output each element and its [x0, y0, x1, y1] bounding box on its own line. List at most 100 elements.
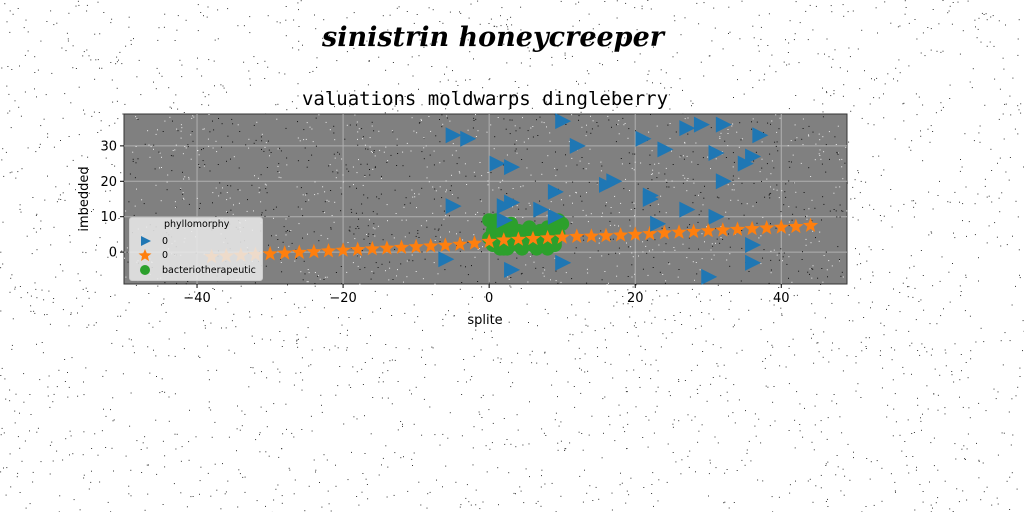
triangle-point — [708, 208, 725, 225]
star-point — [627, 226, 643, 241]
triangle-point — [489, 155, 506, 172]
legend: phyllomorphy 0 0 bacteriotherapeutic — [129, 217, 263, 281]
legend-item-series-3: bacteriotherapeutic — [136, 263, 256, 277]
star-point — [525, 230, 541, 246]
chart-title: valuations moldwarps dingleberry — [302, 88, 668, 110]
star-point — [715, 222, 731, 237]
star-point — [773, 219, 789, 234]
x-tick-label: 20 — [627, 291, 644, 306]
star-point — [320, 243, 337, 258]
star-point — [744, 220, 760, 236]
star-point — [496, 232, 512, 247]
legend-label: bacteriotherapeutic — [162, 264, 256, 276]
star-point — [510, 231, 526, 246]
star-point — [437, 237, 453, 252]
triangle-point — [496, 212, 513, 229]
x-tick-label: −40 — [183, 291, 210, 306]
star-point — [729, 221, 746, 236]
triangle-point — [752, 127, 769, 144]
star-point — [554, 229, 570, 244]
triangle-point — [635, 130, 652, 147]
y-tick-label: 20 — [100, 175, 117, 190]
triangle-point — [693, 116, 710, 133]
triangle-point — [679, 201, 696, 218]
triangle-point — [555, 254, 572, 271]
triangle-point — [657, 141, 674, 158]
x-axis-ticks: −40 −20 0 20 40 — [183, 284, 790, 306]
triangle-point — [460, 130, 477, 147]
triangle-point — [445, 127, 462, 144]
x-tick-label: 40 — [773, 291, 790, 306]
y-tick-label: 30 — [100, 139, 117, 154]
triangle-point — [745, 237, 762, 254]
legend-title: phyllomorphy — [164, 219, 230, 230]
triangle-point — [504, 159, 521, 176]
star-point — [583, 228, 599, 243]
triangle-point — [504, 261, 521, 278]
star-point — [569, 228, 585, 243]
legend-label: 0 — [162, 235, 169, 247]
x-axis-label: splite — [467, 313, 502, 328]
star-point — [452, 236, 468, 251]
triangle-point — [533, 201, 550, 218]
star-point — [481, 233, 497, 248]
triangle-point — [679, 120, 696, 137]
triangle-point — [555, 113, 572, 130]
star-point — [393, 239, 410, 254]
legend-label: 0 — [162, 249, 169, 261]
star-point — [379, 240, 395, 255]
triangle-marker-icon — [141, 236, 151, 246]
data-marks — [204, 113, 819, 285]
circle-marker-icon — [140, 265, 150, 275]
triangle-point — [650, 215, 667, 232]
star-point — [598, 227, 614, 243]
star-marker-icon — [138, 249, 152, 261]
triangle-point — [642, 191, 659, 207]
star-point — [802, 217, 819, 232]
legend-item-series-2: 0 — [136, 248, 168, 262]
star-point — [408, 238, 424, 254]
legend-item-series-1: 0 — [136, 234, 168, 248]
star-point — [656, 225, 672, 240]
star-point — [759, 220, 775, 235]
triangle-point — [445, 198, 462, 215]
y-tick-label: 10 — [100, 210, 117, 225]
y-axis-ticks: 0 10 20 30 — [100, 139, 124, 261]
triangle-point — [701, 268, 718, 285]
triangle-point — [438, 251, 455, 268]
triangle-point — [547, 208, 564, 225]
figure-title: sinistrin honeycreeper — [322, 22, 664, 53]
triangle-point — [547, 183, 564, 200]
triangle-point — [745, 148, 762, 165]
star-point — [335, 242, 351, 257]
star-point — [423, 238, 439, 253]
star-point — [364, 240, 380, 256]
star-point — [262, 245, 278, 261]
star-point — [788, 218, 804, 234]
star-point — [700, 222, 716, 238]
star-point — [291, 244, 307, 259]
star-point — [686, 223, 702, 239]
y-tick-label: 0 — [109, 246, 117, 261]
star-point — [540, 230, 556, 245]
triangle-point — [745, 254, 762, 271]
triangle-point — [496, 198, 513, 215]
star-point — [642, 225, 658, 241]
star-point — [306, 243, 322, 259]
triangle-point — [599, 176, 615, 193]
triangle-point — [569, 137, 586, 154]
triangle-point — [715, 173, 732, 190]
triangle-point — [715, 116, 732, 133]
y-axis-label: imbedded — [77, 166, 92, 231]
circle-point — [496, 241, 511, 256]
star-point — [466, 235, 483, 250]
star-point — [277, 245, 293, 260]
triangle-point — [737, 155, 754, 172]
circle-point — [540, 241, 555, 256]
star-point — [350, 241, 366, 257]
star-point — [671, 224, 687, 239]
x-tick-label: 0 — [485, 291, 493, 306]
star-point — [613, 227, 629, 242]
x-tick-label: −20 — [329, 291, 356, 306]
